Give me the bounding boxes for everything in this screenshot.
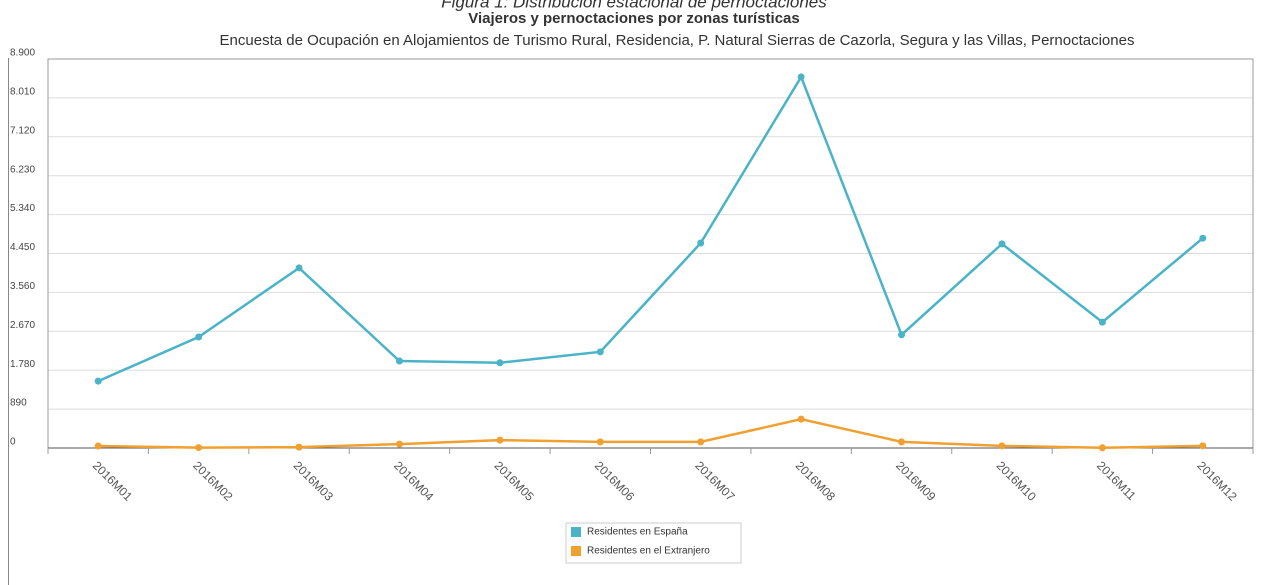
y-tick-label: 2.670	[10, 320, 35, 331]
series-line	[97, 74, 1204, 383]
y-tick-label: 890	[10, 398, 27, 409]
x-tick-label: 2016M03	[291, 458, 337, 504]
y-tick-label: 1.780	[10, 359, 35, 370]
x-tick-label: 2016M10	[994, 458, 1040, 504]
data-point	[998, 442, 1006, 450]
data-point	[496, 436, 504, 444]
x-tick-label: 2016M11	[1094, 458, 1139, 503]
data-point	[1098, 318, 1106, 326]
data-point	[295, 443, 303, 451]
chart-title: Viajeros y pernoctaciones por zonas turí…	[468, 10, 800, 27]
data-point	[195, 444, 203, 452]
data-point	[697, 438, 705, 446]
x-tick-label: 2016M06	[592, 458, 638, 504]
data-point	[596, 348, 604, 356]
x-tick-label: 2016M09	[893, 458, 939, 504]
data-point	[94, 377, 102, 385]
data-point	[1098, 444, 1106, 452]
data-point	[295, 264, 303, 272]
data-point	[395, 357, 403, 365]
data-point	[797, 73, 805, 81]
x-tick-label: 2016M08	[793, 458, 839, 504]
data-point	[195, 333, 203, 341]
y-tick-label: 8.900	[10, 48, 35, 59]
data-point	[998, 240, 1006, 248]
data-point	[596, 438, 604, 446]
legend-label: Residentes en el Extranjero	[587, 546, 710, 557]
data-point	[697, 239, 705, 247]
x-tick-label: 2016M07	[692, 458, 738, 504]
chart-subtitle: Encuesta de Ocupación en Alojamientos de…	[220, 32, 1135, 49]
x-tick-label: 2016M05	[492, 458, 538, 504]
data-point	[1199, 234, 1207, 242]
x-tick-label: 2016M12	[1194, 458, 1240, 504]
y-tick-label: 6.230	[10, 164, 35, 175]
series-line	[98, 417, 1203, 450]
figure-caption: Figura 1: Distribución estacional de per…	[441, 0, 827, 11]
data-point	[797, 415, 805, 423]
y-tick-label: 5.340	[10, 203, 35, 214]
legend-swatch	[571, 546, 581, 556]
y-tick-label: 4.450	[10, 242, 35, 253]
data-point	[898, 438, 906, 446]
x-tick-label: 2016M04	[391, 458, 437, 504]
x-tick-label: 2016M02	[190, 458, 236, 504]
y-tick-label: 3.560	[10, 281, 35, 292]
x-tick-label: 2016M01	[90, 458, 136, 504]
legend-swatch	[571, 527, 581, 537]
data-point	[395, 440, 403, 448]
legend-label: Residentes en España	[587, 527, 688, 538]
data-point	[94, 442, 102, 450]
data-point	[898, 331, 906, 339]
data-point	[496, 359, 504, 367]
y-tick-label: 7.120	[10, 125, 35, 136]
y-tick-label: 0	[10, 437, 16, 448]
legend-box	[565, 522, 742, 564]
data-point	[1199, 442, 1207, 450]
y-tick-label: 8.010	[10, 87, 35, 98]
